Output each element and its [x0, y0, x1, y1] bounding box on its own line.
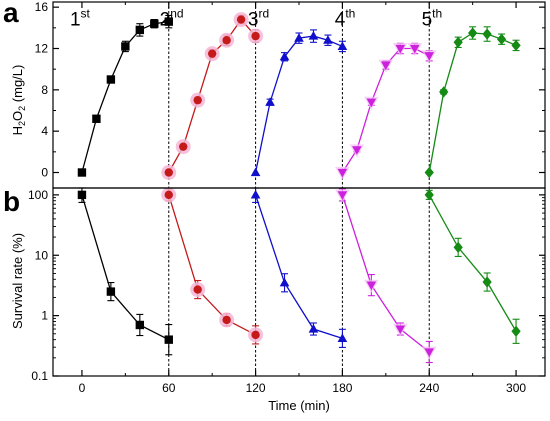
- xlabel: Time (min): [268, 398, 330, 413]
- ytick-label-top: 0: [41, 166, 48, 180]
- data-point-top-1: [77, 168, 87, 177]
- ytick-label-bottom: 1: [41, 309, 48, 323]
- data-point-top-4: [337, 168, 348, 178]
- panel-label-b: b: [3, 186, 20, 217]
- data-point-top-3: [279, 51, 290, 61]
- data-point-bottom-3: [308, 323, 319, 333]
- ytick-label-bottom: 10: [35, 248, 49, 262]
- data-point-top-3: [250, 167, 261, 177]
- data-point-bottom-5: [424, 189, 434, 201]
- data-point-bottom-1: [106, 287, 116, 296]
- ytick-label-bottom: 100: [28, 188, 48, 202]
- data-point-top-5: [496, 33, 507, 45]
- data-point-bottom-3: [337, 333, 348, 342]
- data-point-top-4: [380, 61, 391, 71]
- data-point-top-2: [207, 49, 217, 58]
- data-point-top-1: [92, 114, 101, 123]
- data-layer: [77, 12, 521, 364]
- cycle-label-3: 3rd: [248, 7, 269, 31]
- data-point-top-2: [236, 15, 246, 24]
- ytick-label-top: 4: [41, 124, 48, 138]
- ytick-label-top: 12: [35, 42, 49, 56]
- data-point-bottom-2: [251, 330, 260, 340]
- series-line-bottom-4: [341, 194, 430, 353]
- data-point-top-3: [337, 41, 348, 51]
- data-point-top-1: [106, 75, 116, 84]
- data-point-top-4: [424, 52, 435, 61]
- data-point-top-3: [323, 35, 333, 44]
- plot-frame-bottom: [52, 187, 546, 377]
- data-point-bottom-1: [135, 320, 145, 330]
- data-point-bottom-4: [395, 325, 406, 335]
- series-line-bottom-2: [168, 194, 256, 336]
- ytick-label-bottom: 0.1: [31, 369, 48, 383]
- data-point-bottom-1: [164, 335, 173, 344]
- cycle-label-2: 2nd: [160, 7, 184, 31]
- data-point-bottom-2: [164, 190, 173, 200]
- ylabel-bottom: Survival rate (%): [10, 233, 25, 329]
- cycle-label-1: 1st: [70, 7, 91, 31]
- data-point-top-3: [308, 31, 319, 40]
- data-point-top-5: [439, 86, 449, 98]
- series-line-top-5: [428, 32, 517, 173]
- data-point-top-2: [222, 36, 231, 45]
- cycle-label-5: 5th: [422, 7, 443, 31]
- xtick-label: 120: [246, 381, 266, 395]
- xtick-label: 180: [332, 381, 352, 395]
- data-point-top-5: [424, 166, 434, 179]
- data-point-bottom-4: [424, 348, 435, 358]
- panel-label-a: a: [3, 0, 19, 28]
- series-line-bottom-1: [81, 194, 170, 341]
- grid-layer: [168, 2, 430, 376]
- data-point-top-4: [352, 146, 362, 155]
- data-point-bottom-2: [222, 315, 231, 325]
- data-point-top-1: [164, 17, 173, 26]
- data-point-bottom-5: [453, 241, 463, 254]
- data-point-top-2: [251, 31, 260, 41]
- data-point-top-4: [366, 98, 377, 108]
- data-point-top-1: [135, 25, 145, 35]
- data-point-top-2: [193, 95, 202, 105]
- data-point-top-5: [482, 28, 492, 40]
- xtick-label: 0: [79, 381, 86, 395]
- data-point-top-2: [179, 142, 188, 151]
- data-point-top-1: [150, 19, 159, 28]
- data-point-bottom-3: [279, 277, 290, 287]
- ytick-label-top: 8: [41, 83, 48, 97]
- data-point-top-3: [265, 97, 275, 106]
- data-point-bottom-1: [77, 190, 87, 200]
- ytick-label-top: 16: [35, 0, 49, 14]
- series-line-bottom-5: [428, 194, 517, 332]
- xtick-label: 60: [162, 381, 176, 395]
- xtick-label: 240: [419, 381, 439, 395]
- data-point-bottom-4: [366, 281, 377, 291]
- data-point-bottom-3: [250, 189, 261, 199]
- data-point-top-3: [294, 33, 304, 42]
- cycle-label-4: 4th: [335, 7, 356, 31]
- series-line-bottom-3: [254, 194, 343, 339]
- data-point-bottom-5: [511, 325, 521, 337]
- axes-layer: 0 4 8 12 16 1st 2nd 3rd 4th 5th 0.1 1 10 100 0 60 120 180…: [28, 0, 546, 395]
- data-point-top-2: [164, 168, 173, 177]
- ylabel-top: H2O2 (mg/L): [10, 65, 27, 136]
- data-point-bottom-5: [482, 276, 492, 288]
- data-point-top-5: [511, 39, 521, 52]
- data-point-bottom-2: [193, 285, 202, 294]
- data-point-top-4: [395, 44, 406, 54]
- data-point-top-4: [409, 44, 420, 54]
- xtick-label: 300: [506, 381, 526, 395]
- data-point-bottom-4: [337, 191, 348, 200]
- data-point-top-1: [121, 42, 130, 51]
- data-point-top-5: [468, 27, 478, 39]
- data-point-top-5: [453, 36, 463, 48]
